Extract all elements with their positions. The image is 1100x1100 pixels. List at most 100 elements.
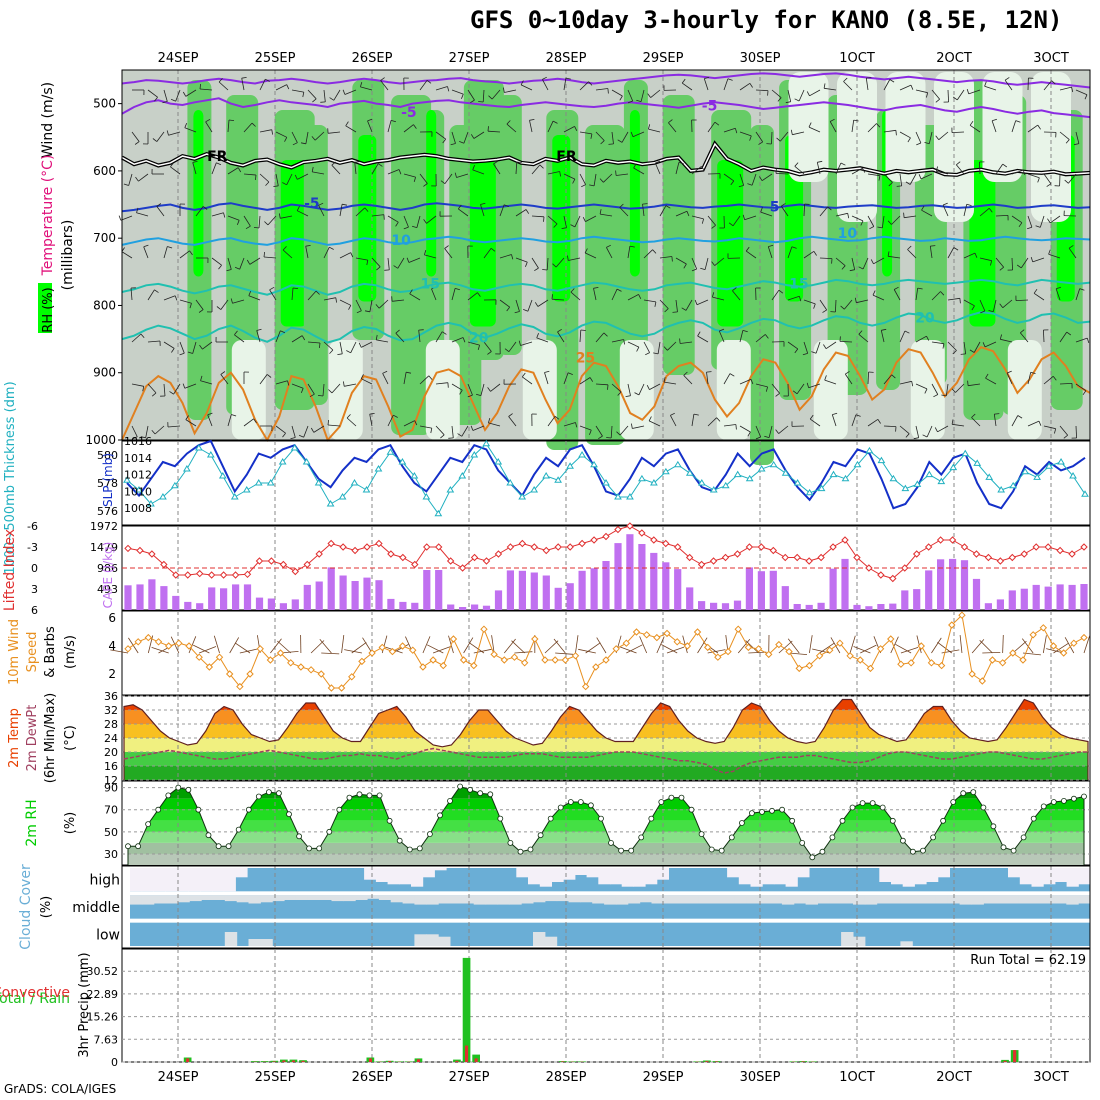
- wind-barb-flag: [205, 118, 211, 123]
- cape-bar: [196, 603, 204, 610]
- thickness-point: [817, 484, 826, 492]
- wind-barb: [451, 425, 454, 438]
- wind-barb-flag: [999, 266, 1004, 271]
- wind-barb: [1033, 292, 1045, 301]
- rh2m-point: [688, 806, 695, 813]
- wind-barb-flag: [245, 225, 251, 230]
- credit-label: GrADS: COLA/IGES: [4, 1082, 117, 1096]
- wind-barb: [156, 206, 165, 217]
- cloud-clear-cell: [235, 868, 248, 878]
- wind-barb-flag: [683, 371, 688, 376]
- cloud-clear-cell: [563, 868, 576, 880]
- cloud-clear-cell: [438, 895, 451, 904]
- cloud-clear-cell: [544, 936, 558, 946]
- cloud-clear-cell: [1019, 868, 1032, 885]
- thickness-point: [470, 451, 479, 458]
- wind-barb-flag: [775, 429, 780, 434]
- wind-barb-flag: [395, 221, 399, 227]
- wind10-speed-point: [642, 631, 651, 639]
- wind-barb: [458, 208, 469, 217]
- thickness-point: [913, 480, 922, 487]
- wind-barb-flag: [265, 181, 270, 186]
- wind-barb: [696, 299, 709, 306]
- lifted-index-point: [912, 550, 921, 558]
- cape-bar: [566, 583, 574, 610]
- cloud-clear-cell: [450, 895, 463, 904]
- wind-barb: [732, 290, 741, 301]
- rh2m-point: [1050, 799, 1057, 805]
- wind-barb-flag: [619, 203, 624, 208]
- wind-barb-flag: [570, 288, 575, 293]
- wind-barb: [472, 425, 485, 431]
- cape-bar: [279, 603, 287, 610]
- wind-barb-flag: [346, 414, 351, 419]
- wind-barb: [563, 173, 576, 180]
- rh2m-point: [346, 794, 353, 801]
- wind-barb-flag: [377, 163, 383, 167]
- lifted-index-point: [626, 522, 634, 530]
- wind10-speed-point: [459, 656, 468, 664]
- cape-bar: [1008, 590, 1016, 610]
- wind10-axis-label-2: Speed: [25, 632, 40, 673]
- wind10-barb: [1021, 638, 1034, 654]
- thickness-point: [518, 493, 527, 500]
- wind-barb-flag: [716, 417, 721, 422]
- wind-barb-flag: [228, 119, 235, 121]
- cape-bar: [148, 579, 156, 610]
- wind-barb-flag: [265, 78, 270, 82]
- wind-barb-flag: [198, 309, 204, 313]
- lifted-index-point: [638, 529, 646, 537]
- thickness-point: [530, 486, 539, 493]
- temp-band: [124, 724, 1088, 738]
- wind-barb-flag: [654, 301, 657, 307]
- wind-barb-flag: [414, 420, 418, 426]
- wind-barb: [531, 164, 541, 175]
- wind-barb: [1075, 131, 1080, 144]
- wind10-tick-label-0: 2: [108, 667, 116, 681]
- wind-barb-flag: [607, 88, 609, 94]
- wind-barb-flag: [672, 311, 678, 313]
- wind-barb-flag: [459, 389, 463, 395]
- wind-barb: [542, 79, 549, 91]
- wind-barb: [275, 84, 287, 91]
- wind-barb-flag: [477, 292, 481, 297]
- rh2m-point: [970, 789, 977, 795]
- cape-bar: [554, 587, 562, 610]
- wind-barb-flag: [922, 434, 928, 438]
- wind-barb: [529, 120, 533, 133]
- rh2m-band: [128, 853, 1084, 865]
- rh-plume-wet: [969, 160, 996, 327]
- lifted-index-point: [219, 571, 228, 579]
- wind-barb: [291, 335, 303, 343]
- wind-barb-flag: [470, 134, 475, 139]
- wind-barb-flag: [952, 350, 957, 355]
- wind-barb: [951, 131, 965, 133]
- cloud-clear-cell: [621, 868, 634, 887]
- wind10-speed-point: [307, 666, 315, 674]
- wind10-barb: [362, 637, 373, 654]
- cloud-clear-cell: [914, 868, 927, 885]
- wind10-speed-point: [266, 656, 275, 664]
- rh2m-point: [255, 793, 262, 800]
- cloud-clear-cell: [817, 895, 830, 904]
- wind10-barb: [666, 646, 685, 654]
- wind-barb-flag: [700, 166, 705, 171]
- thickness-point: [506, 479, 515, 486]
- wind-barb-flag: [461, 93, 464, 99]
- wind-barb-flag: [574, 126, 578, 131]
- wind10-barb: [959, 635, 963, 654]
- wind10-speed-point: [429, 656, 437, 664]
- wind-barb: [683, 375, 693, 385]
- precip-conv-bar: [1003, 1060, 1007, 1062]
- cloud-clear-cell: [675, 895, 688, 904]
- wind-barb: [1011, 120, 1017, 133]
- wind-barb: [835, 162, 842, 175]
- wind-barb: [515, 299, 520, 312]
- wind-barb-flag: [493, 160, 498, 165]
- wind-barb-flag: [511, 254, 514, 260]
- wind-barb: [851, 167, 863, 175]
- wind-barb: [771, 89, 782, 99]
- wind-barb: [638, 383, 645, 396]
- wind-barb-flag: [1017, 415, 1023, 419]
- wind-barb-flag: [940, 291, 945, 296]
